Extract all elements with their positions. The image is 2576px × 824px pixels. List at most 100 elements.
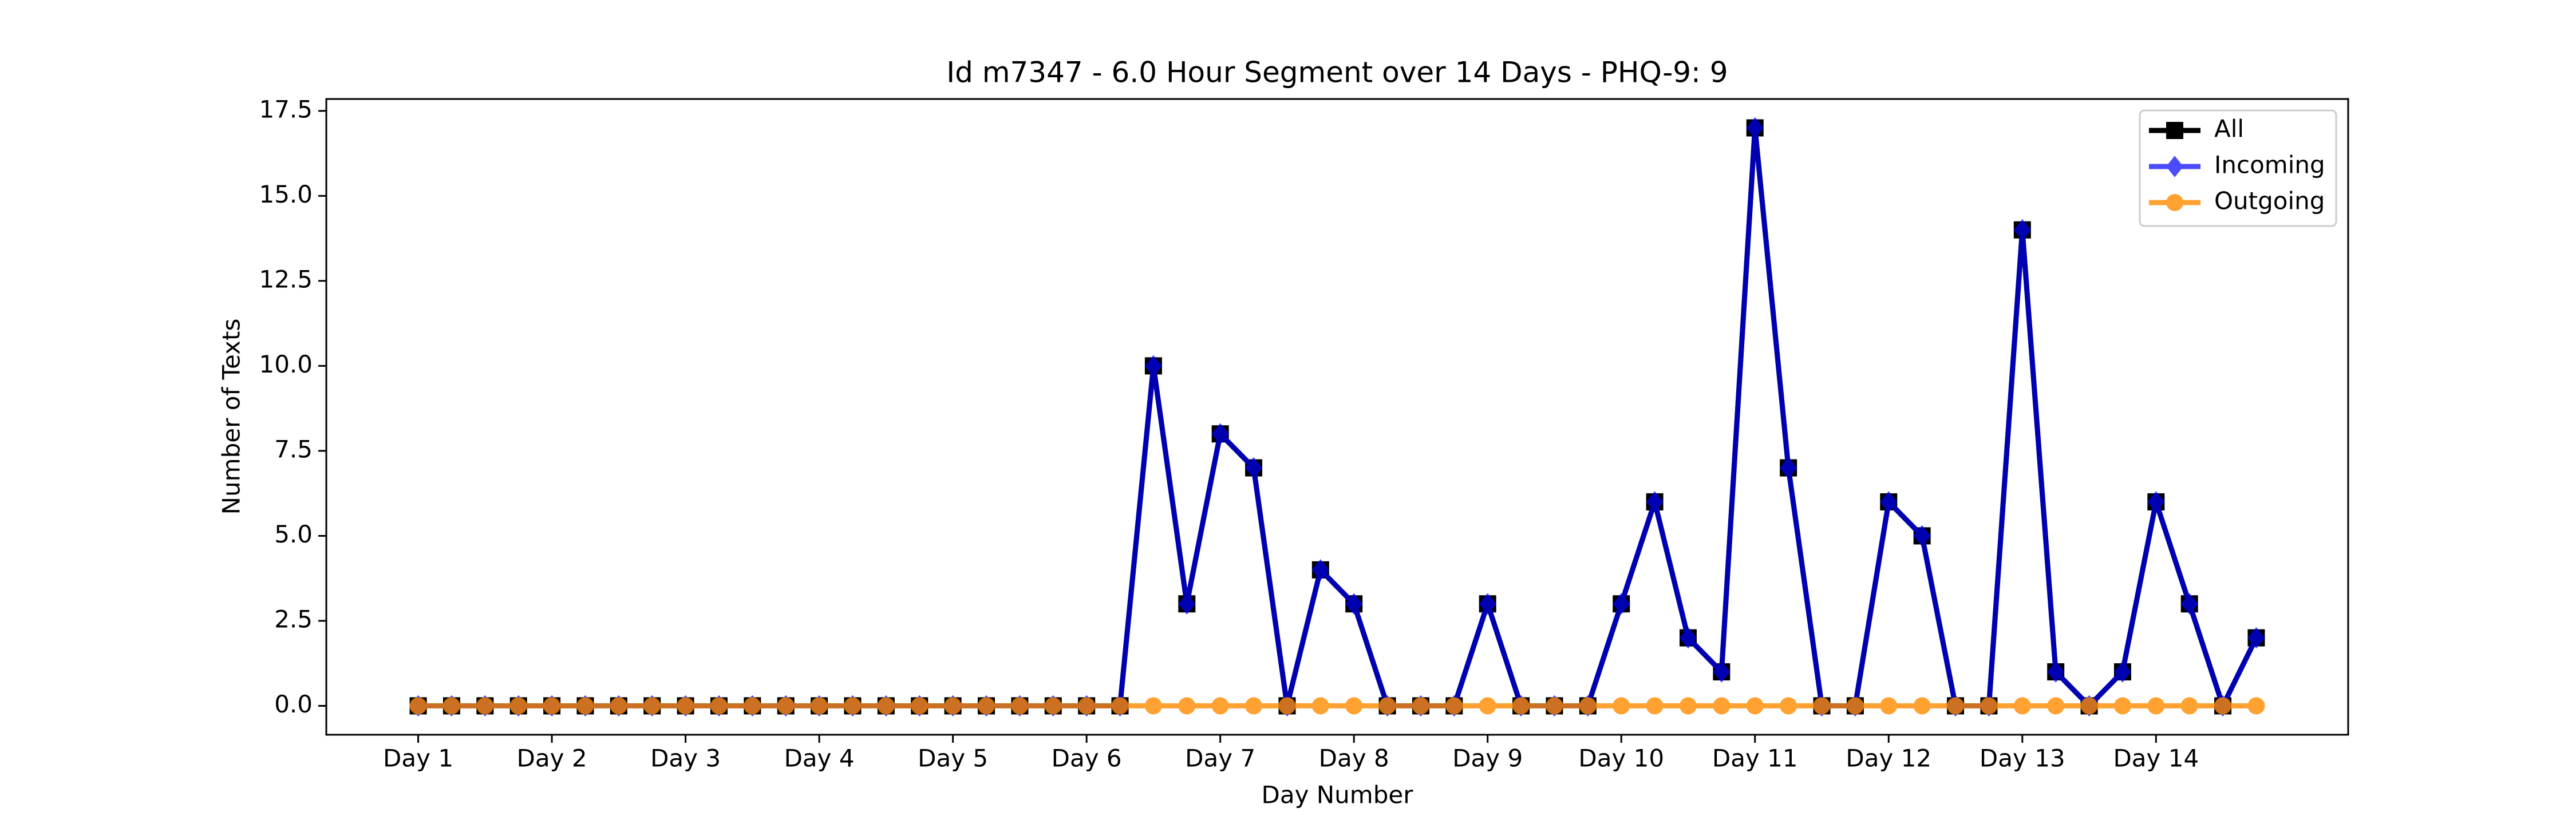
marker xyxy=(576,697,594,715)
marker xyxy=(1044,697,1062,715)
marker xyxy=(911,697,929,715)
x-tick-label: Day 1 xyxy=(383,744,453,772)
marker xyxy=(1880,491,1898,513)
chart-title: Id m7347 - 6.0 Hour Segment over 14 Days… xyxy=(946,56,1728,89)
legend-label: Outgoing xyxy=(2214,187,2325,215)
marker xyxy=(1211,697,1229,715)
marker xyxy=(2180,593,2198,615)
marker xyxy=(2147,491,2165,513)
y-tick-label: 12.5 xyxy=(259,265,313,293)
marker xyxy=(1613,697,1630,715)
marker xyxy=(1311,697,1329,715)
marker xyxy=(1713,661,1730,683)
y-tick-label: 2.5 xyxy=(274,605,313,633)
marker xyxy=(1746,117,1764,139)
marker xyxy=(476,697,494,715)
marker xyxy=(1880,697,1898,715)
legend-entry xyxy=(2149,156,2200,177)
marker xyxy=(811,697,828,715)
marker xyxy=(1345,697,1363,715)
marker xyxy=(2113,697,2131,715)
x-tick-label: Day 3 xyxy=(650,744,721,772)
marker xyxy=(1813,697,1831,715)
marker xyxy=(1311,559,1329,581)
series xyxy=(409,697,2265,715)
legend-entry xyxy=(2149,122,2200,139)
marker xyxy=(2247,697,2265,715)
legend-entry xyxy=(2149,194,2200,211)
marker xyxy=(442,697,460,715)
marker xyxy=(2166,156,2183,177)
marker xyxy=(2013,219,2031,241)
marker xyxy=(1579,697,1597,715)
x-tick-label: Day 14 xyxy=(2113,744,2199,772)
x-tick-label: Day 9 xyxy=(1452,744,1523,772)
marker xyxy=(1679,627,1697,649)
y-tick-label: 10.0 xyxy=(259,350,313,378)
marker xyxy=(1913,697,1931,715)
marker xyxy=(1178,697,1196,715)
marker xyxy=(2214,697,2232,715)
marker xyxy=(744,697,761,715)
marker xyxy=(2180,697,2198,715)
marker xyxy=(1144,355,1162,377)
marker xyxy=(1646,491,1664,513)
marker xyxy=(1780,457,1797,479)
marker xyxy=(1846,697,1864,715)
marker xyxy=(1646,697,1664,715)
marker xyxy=(944,697,962,715)
x-tick-label: Day 7 xyxy=(1185,744,1255,772)
marker xyxy=(2113,661,2131,683)
marker xyxy=(1144,697,1162,715)
marker xyxy=(1512,697,1530,715)
x-tick-label: Day 4 xyxy=(784,744,855,772)
marker xyxy=(677,697,694,715)
marker xyxy=(1713,697,1730,715)
marker xyxy=(1980,697,1998,715)
marker xyxy=(1679,697,1697,715)
marker xyxy=(777,697,795,715)
marker xyxy=(610,697,627,715)
marker xyxy=(2080,697,2098,715)
x-tick-label: Day 6 xyxy=(1052,744,1122,772)
y-tick-label: 15.0 xyxy=(259,180,313,208)
plot-frame xyxy=(325,98,2349,736)
marker xyxy=(409,697,427,715)
marker xyxy=(1479,697,1496,715)
x-tick-label: Day 13 xyxy=(1980,744,2065,772)
marker xyxy=(2247,627,2265,649)
x-tick-label: Day 11 xyxy=(1712,744,1798,772)
marker xyxy=(1011,697,1029,715)
marker xyxy=(978,697,995,715)
marker xyxy=(1245,457,1263,479)
y-axis-label: Number of Texts xyxy=(218,319,246,515)
marker xyxy=(1345,593,1363,615)
legend-box xyxy=(2139,109,2337,227)
x-axis-label: Day Number xyxy=(1261,781,1413,809)
marker xyxy=(1278,697,1296,715)
y-tick-label: 7.5 xyxy=(274,435,313,463)
marker xyxy=(1111,697,1129,715)
x-tick-label: Day 8 xyxy=(1319,744,1389,772)
legend-label: Incoming xyxy=(2214,151,2325,179)
series xyxy=(409,117,2265,717)
marker xyxy=(1178,593,1196,615)
marker xyxy=(844,697,862,715)
marker xyxy=(509,697,527,715)
marker xyxy=(1479,593,1496,615)
marker xyxy=(1780,697,1797,715)
legend-label: All xyxy=(2214,115,2244,143)
x-tick-label: Day 10 xyxy=(1578,744,1664,772)
marker xyxy=(1445,697,1463,715)
y-tick-label: 0.0 xyxy=(274,690,313,718)
marker xyxy=(643,697,661,715)
marker xyxy=(1613,593,1630,615)
marker xyxy=(2013,697,2031,715)
marker xyxy=(1913,525,1931,547)
series xyxy=(409,119,2265,715)
marker xyxy=(2166,122,2183,139)
x-tick-label: Day 5 xyxy=(918,744,988,772)
marker xyxy=(2047,661,2065,683)
marker xyxy=(543,697,561,715)
